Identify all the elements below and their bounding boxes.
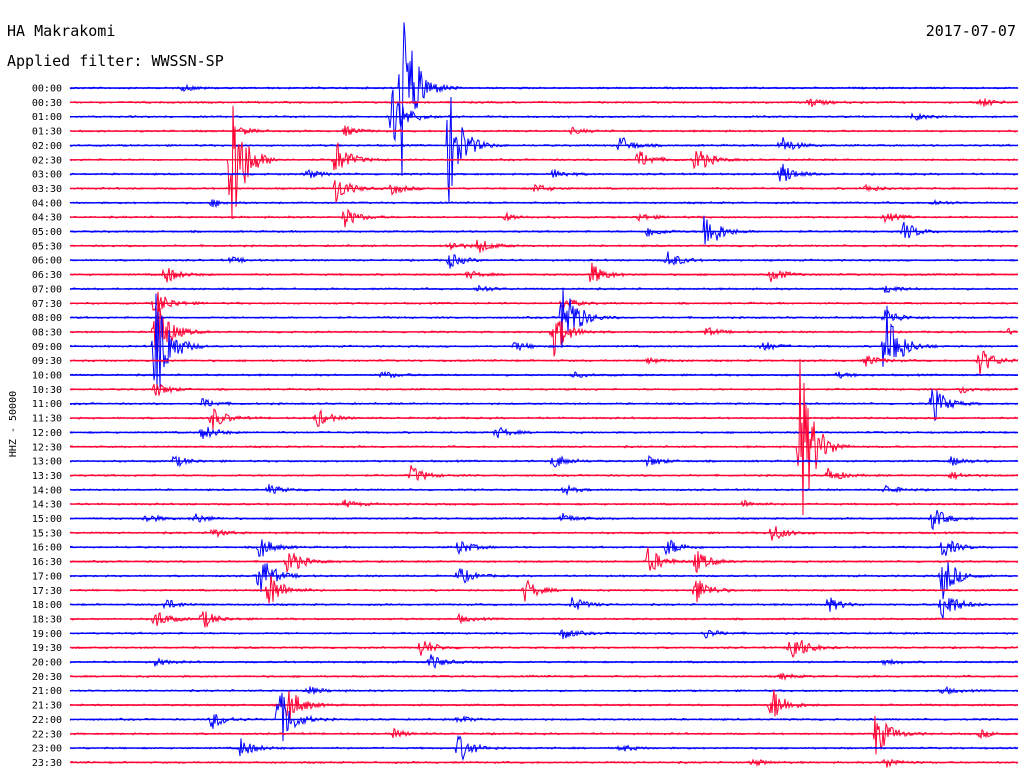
trace-line <box>69 302 1019 357</box>
time-label: 16:30 <box>32 557 62 568</box>
time-label: 23:00 <box>32 744 62 755</box>
time-label: 03:30 <box>32 184 62 195</box>
filter-label: Applied filter: WWSSN-SP <box>7 52 224 70</box>
time-label: 19:30 <box>32 643 62 654</box>
time-label: 04:00 <box>32 198 62 209</box>
time-label: 20:00 <box>32 658 62 669</box>
trace-line <box>69 262 1018 283</box>
time-label: 01:30 <box>32 127 62 138</box>
seismic-traces <box>69 22 1019 768</box>
time-label: 18:00 <box>32 600 62 611</box>
trace-line <box>69 350 1019 376</box>
time-label: 22:00 <box>32 715 62 726</box>
time-label: 08:30 <box>32 327 62 338</box>
time-label: 15:30 <box>32 528 62 539</box>
time-label: 10:00 <box>32 371 62 382</box>
trace-line <box>69 163 1019 182</box>
time-label: 20:30 <box>32 672 62 683</box>
trace-line <box>69 547 1019 574</box>
trace-line <box>69 561 1018 600</box>
trace-line <box>69 639 1019 659</box>
time-label: 07:00 <box>32 284 62 295</box>
trace-line <box>69 358 1019 516</box>
time-label: 11:30 <box>32 414 62 425</box>
time-label: 21:30 <box>32 701 62 712</box>
time-label: 17:30 <box>32 586 62 597</box>
time-label: 04:30 <box>32 213 62 224</box>
time-label: 10:30 <box>32 385 62 396</box>
time-label: 16:00 <box>32 543 62 554</box>
time-label: 14:00 <box>32 485 62 496</box>
time-label: 17:00 <box>32 571 62 582</box>
trace-line <box>69 208 1019 228</box>
time-label: 12:30 <box>32 442 62 453</box>
time-label: 05:30 <box>32 241 62 252</box>
time-label: 21:00 <box>32 686 62 697</box>
time-label: 18:30 <box>32 614 62 625</box>
trace-line <box>69 180 1019 203</box>
time-label: 03:00 <box>32 170 62 181</box>
time-label: 23:30 <box>32 758 62 769</box>
trace-line <box>69 758 1019 768</box>
time-label: 08:00 <box>32 313 62 324</box>
time-label: 07:30 <box>32 299 62 310</box>
trace-line <box>69 291 1019 312</box>
trace-line <box>69 654 1019 669</box>
trace-line <box>69 408 1019 430</box>
time-label: 06:30 <box>32 270 62 281</box>
time-label: 00:30 <box>32 98 62 109</box>
time-label: 14:30 <box>32 500 62 511</box>
time-label: 12:00 <box>32 428 62 439</box>
time-label: 13:30 <box>32 471 62 482</box>
time-label: 22:30 <box>32 729 62 740</box>
time-label: 09:00 <box>32 342 62 353</box>
trace-line <box>69 97 1019 203</box>
time-label: 13:00 <box>32 457 62 468</box>
time-label: 09:30 <box>32 356 62 367</box>
time-label: 00:00 <box>32 84 62 95</box>
trace-line <box>69 509 1019 531</box>
time-label: 15:00 <box>32 514 62 525</box>
date-label: 2017-07-07 <box>926 22 1016 40</box>
time-label: 11:00 <box>32 399 62 410</box>
time-label: 02:00 <box>32 141 62 152</box>
trace-line <box>69 215 1019 245</box>
time-labels: 00:00 00:30 01:00 01:30 02:00 02:30 03:00 03:30… <box>32 84 62 769</box>
trace-line <box>69 465 1019 482</box>
trace-line <box>70 89 1019 142</box>
trace-line <box>69 22 1019 176</box>
time-label: 19:00 <box>32 629 62 640</box>
y-axis-label: HHZ - 50000 <box>8 391 19 457</box>
trace-line <box>69 629 1019 640</box>
time-label: 02:30 <box>32 155 62 166</box>
time-label: 01:00 <box>32 112 62 123</box>
station-title: HA Makrakomi <box>7 22 115 40</box>
time-label: 05:00 <box>32 227 62 238</box>
time-label: 06:00 <box>32 256 62 267</box>
